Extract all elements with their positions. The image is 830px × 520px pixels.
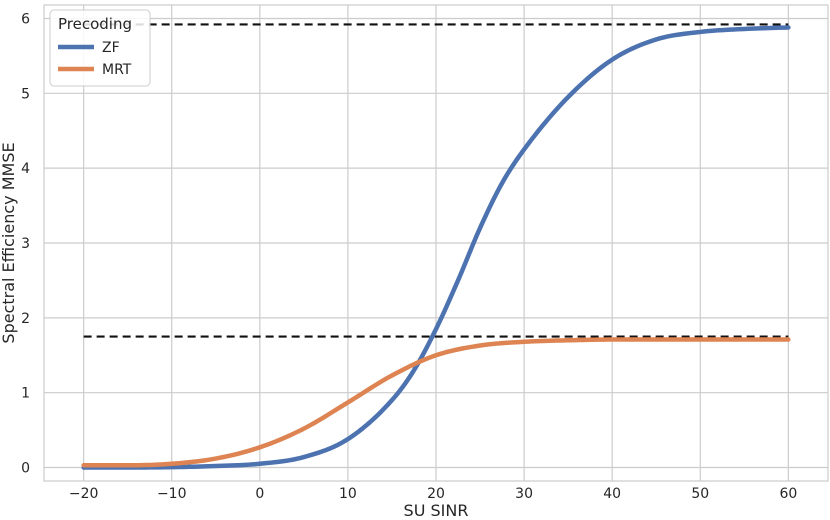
x-tick-label: 0 bbox=[255, 486, 264, 502]
legend: Precoding ZF MRT bbox=[49, 9, 151, 87]
y-axis-label: Spectral Efficiency MMSE bbox=[0, 142, 18, 343]
x-tick-label: 50 bbox=[691, 486, 709, 502]
y-tick-label: 1 bbox=[21, 386, 30, 402]
x-tick-label: 10 bbox=[339, 486, 357, 502]
plot-frame bbox=[43, 4, 829, 482]
x-tick-label: 30 bbox=[515, 486, 533, 502]
x-tick-label: 40 bbox=[603, 486, 621, 502]
y-tick-label: 0 bbox=[21, 461, 30, 477]
series-lines bbox=[81, 25, 791, 470]
y-tick-label: 3 bbox=[21, 236, 30, 252]
x-tick-label: −10 bbox=[157, 486, 187, 502]
series-line-zf bbox=[81, 25, 791, 470]
grid bbox=[43, 4, 829, 482]
x-tick-label: 60 bbox=[779, 486, 797, 502]
x-axis-label: SU SINR bbox=[404, 501, 469, 520]
x-tick-label: 20 bbox=[427, 486, 445, 502]
legend-label-mrt: MRT bbox=[102, 62, 132, 78]
tick-labels: −20 −10 0 10 20 30 40 50 60 0 1 2 3 4 5 6 bbox=[21, 11, 797, 502]
y-tick-label: 6 bbox=[21, 11, 30, 27]
legend-title: Precoding bbox=[58, 15, 132, 33]
y-tick-label: 2 bbox=[21, 311, 30, 327]
x-tick-label: −20 bbox=[69, 486, 99, 502]
legend-label-zf: ZF bbox=[102, 40, 120, 56]
y-tick-label: 5 bbox=[21, 86, 30, 102]
series-line-mrt bbox=[81, 337, 791, 468]
reference-lines bbox=[83, 23, 789, 338]
y-tick-label: 4 bbox=[21, 161, 30, 177]
